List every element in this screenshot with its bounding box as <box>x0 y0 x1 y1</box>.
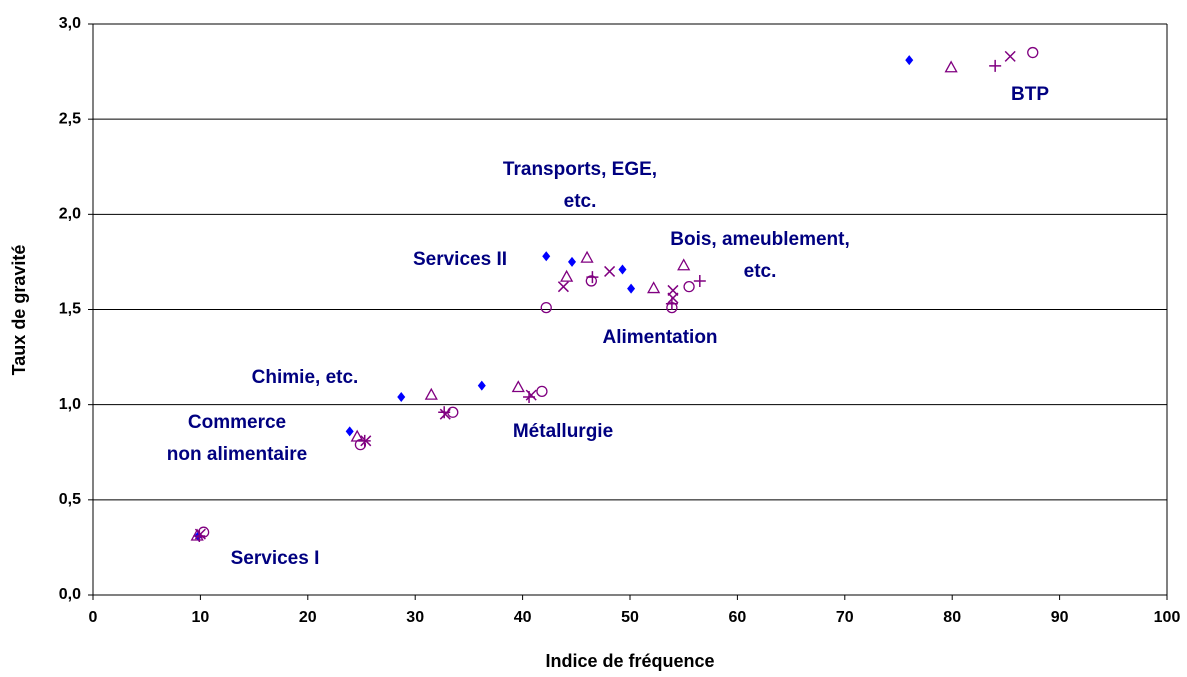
x-tick-label: 40 <box>514 609 532 626</box>
point <box>560 269 574 282</box>
x-tick-label: 10 <box>192 609 210 626</box>
point <box>397 392 406 403</box>
point <box>358 434 371 447</box>
x-tick-label: 0 <box>89 609 98 626</box>
point <box>536 385 548 397</box>
point <box>580 250 594 263</box>
annotation: Alimentation <box>602 327 717 348</box>
annotation: Bois, ameublement, <box>670 229 850 250</box>
point <box>525 389 537 401</box>
y-tick-label: 2,0 <box>59 206 81 223</box>
annotation: Services I <box>231 548 320 569</box>
annotation: etc. <box>744 261 777 282</box>
point <box>557 281 569 293</box>
y-tick-label: 1,0 <box>59 396 81 413</box>
y-tick-label: 0,5 <box>59 491 81 508</box>
point <box>647 281 661 294</box>
point <box>424 387 438 400</box>
y-axis-title: Taux de gravité <box>9 245 29 376</box>
point <box>627 283 636 294</box>
point <box>585 275 597 287</box>
point <box>568 256 577 267</box>
point <box>683 281 695 293</box>
annotation: Transports, EGE, <box>503 159 657 180</box>
annotation: Chimie, etc. <box>252 367 359 388</box>
point <box>511 380 525 393</box>
x-axis-title: Indice de fréquence <box>545 651 714 671</box>
y-tick-label: 1,5 <box>59 301 81 318</box>
point <box>693 274 706 287</box>
annotation: non alimentaire <box>167 444 307 465</box>
point <box>667 292 679 304</box>
annotation: Métallurgie <box>513 421 613 442</box>
point <box>345 426 354 437</box>
point <box>542 251 551 262</box>
x-tick-label: 100 <box>1154 609 1181 626</box>
point <box>604 265 616 277</box>
annotation: Services II <box>413 249 507 270</box>
x-tick-label: 60 <box>729 609 747 626</box>
y-tick-label: 3,0 <box>59 15 81 32</box>
point <box>354 438 367 451</box>
x-tick-label: 90 <box>1051 609 1069 626</box>
point <box>540 301 552 314</box>
y-tick-label: 0,0 <box>59 586 81 603</box>
annotation: BTP <box>1011 84 1049 105</box>
x-tick-label: 80 <box>943 609 961 626</box>
point <box>677 258 691 271</box>
annotation: etc. <box>564 191 597 212</box>
point <box>666 301 678 314</box>
x-tick-label: 50 <box>621 609 639 626</box>
point <box>477 380 486 391</box>
point <box>197 526 210 538</box>
point <box>1027 46 1039 59</box>
point <box>1004 50 1016 62</box>
point <box>618 264 627 275</box>
point <box>360 435 372 447</box>
x-tick-label: 70 <box>836 609 854 626</box>
x-tick-label: 30 <box>406 609 424 626</box>
point <box>905 55 914 66</box>
y-tick-label: 2,5 <box>59 110 81 127</box>
point <box>447 406 459 418</box>
point <box>944 60 958 73</box>
annotation: Commerce <box>188 412 286 433</box>
x-tick-label: 20 <box>299 609 317 626</box>
point <box>989 59 1002 72</box>
